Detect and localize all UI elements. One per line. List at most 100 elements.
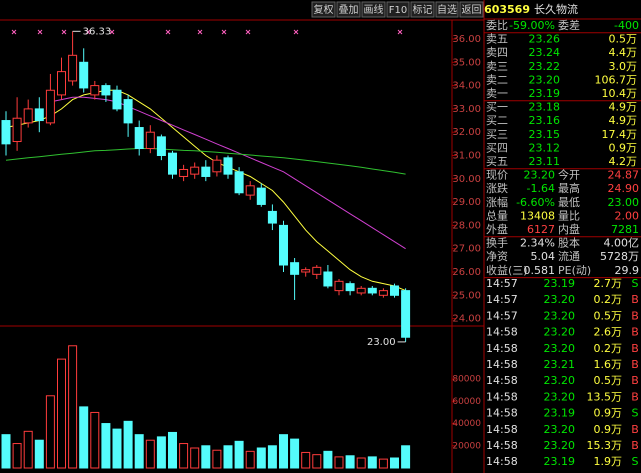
toolbar-button[interactable]	[459, 1, 484, 18]
volume-bar	[367, 456, 377, 469]
trade-side: B	[631, 309, 639, 322]
trade-price: 23.20	[544, 423, 576, 436]
volume-bar	[378, 458, 388, 469]
trade-time: 14:58	[486, 342, 518, 355]
candle-body	[90, 85, 100, 96]
event-marker	[61, 29, 67, 35]
y-tick-label: 32.00	[452, 127, 481, 138]
toolbar-label[interactable]: 复权	[314, 3, 334, 16]
order-volume: 10.4万	[602, 87, 638, 100]
candle-body	[345, 283, 355, 292]
quote-cell: 换手	[486, 236, 508, 250]
volume-bar	[145, 439, 155, 469]
trade-price: 23.20	[544, 439, 576, 452]
y-tick-label: 33.00	[452, 104, 481, 115]
candle-body	[212, 159, 222, 173]
stock-code: 603569	[484, 3, 530, 16]
toolbar-button[interactable]	[386, 1, 410, 18]
event-marker	[11, 29, 17, 35]
trade-volume: 0.9万	[594, 407, 623, 420]
order-price: 23.22	[529, 60, 561, 73]
trade-price: 23.20	[544, 326, 576, 339]
quote-cell: 29.9	[615, 264, 640, 277]
trade-price: 23.20	[544, 374, 576, 387]
toolbar-label[interactable]: 画线	[364, 3, 384, 16]
trade-time: 14:58	[486, 390, 518, 403]
volume-bar	[256, 447, 266, 469]
toolbar-label[interactable]: F10	[389, 5, 407, 16]
quote-cell: 今开	[558, 168, 580, 182]
trade-side: B	[631, 326, 639, 339]
trade-time: 14:58	[486, 326, 518, 339]
trade-volume: 1.6万	[594, 358, 623, 371]
toolbar-button[interactable]	[410, 1, 435, 18]
order-price: 23.16	[529, 114, 561, 127]
volume-bar	[356, 457, 366, 469]
candle-body	[34, 108, 44, 122]
quote-cell: 涨跌	[486, 181, 508, 195]
event-marker	[221, 29, 227, 35]
candle-body	[312, 266, 322, 275]
order-label: 买二	[486, 114, 508, 127]
toolbar-button[interactable]	[361, 1, 386, 18]
quote-cell: 2.34%	[520, 237, 555, 250]
event-marker	[85, 29, 91, 35]
toolbar-button[interactable]	[435, 1, 459, 18]
toolbar-label[interactable]: 返回	[462, 4, 482, 16]
trade-side: S	[632, 455, 639, 468]
quote-cell: 7281	[611, 223, 639, 236]
trade-time: 14:58	[486, 374, 518, 387]
quote-cell: 涨幅	[486, 196, 508, 209]
toolbar-label[interactable]: 自选	[437, 3, 457, 16]
candle-body	[334, 280, 344, 292]
volume-bar	[23, 430, 33, 469]
candle-body	[179, 168, 189, 177]
y-tick-label: 24.00	[452, 314, 481, 325]
quote-cell: 最低	[558, 196, 580, 209]
volume-bar	[101, 423, 111, 469]
order-volume: 4.4万	[609, 46, 638, 59]
quote-cell: 24.87	[608, 169, 640, 182]
quote-cell: 内盘	[558, 222, 580, 236]
quote-cell: PE(动)	[558, 264, 591, 277]
candle-body	[45, 89, 55, 124]
quote-cell: 现价	[486, 169, 508, 182]
candle-body	[356, 287, 366, 294]
trade-time: 14:58	[486, 423, 518, 436]
y-tick-label: 26.00	[452, 267, 481, 278]
order-price: 23.12	[529, 141, 561, 154]
quote-cell: 股本	[558, 236, 580, 250]
trade-time: 14:58	[486, 358, 518, 371]
trade-volume: 0.2万	[594, 342, 623, 355]
order-volume: 4.9万	[609, 101, 638, 114]
toolbar-label[interactable]: 叠加	[339, 4, 359, 16]
order-price: 23.20	[529, 73, 561, 86]
toolbar-button[interactable]	[311, 1, 336, 18]
candle-body	[112, 89, 122, 110]
quote-cell: 23.20	[524, 169, 556, 182]
volume-bar	[279, 434, 288, 469]
candle-body	[156, 136, 166, 156]
toolbar-button[interactable]	[336, 1, 361, 18]
order-volume: 106.7万	[595, 73, 638, 86]
moving-average	[5, 148, 406, 175]
order-label: 卖一	[486, 87, 508, 100]
candle-body	[190, 166, 200, 175]
volume-bar	[68, 345, 78, 469]
trade-side: B	[631, 423, 639, 436]
y-tick-label: 30.00	[452, 174, 481, 185]
trade-volume: 1.9万	[594, 455, 623, 468]
candle-body	[267, 210, 277, 224]
trade-time: 14:57	[486, 309, 518, 322]
y-tick-label: 28.00	[452, 220, 481, 231]
toolbar-label[interactable]: 标记	[413, 4, 433, 16]
candle-body	[12, 117, 22, 143]
volume-bar	[345, 455, 355, 469]
volume-bar	[301, 451, 311, 469]
quote-cell: 5.04	[531, 250, 556, 263]
volume-bar	[390, 457, 399, 469]
volume-bar	[45, 395, 55, 469]
volume-bar	[323, 450, 333, 469]
trade-volume: 0.5万	[594, 374, 623, 387]
quote-cell: 外盘	[486, 222, 508, 236]
